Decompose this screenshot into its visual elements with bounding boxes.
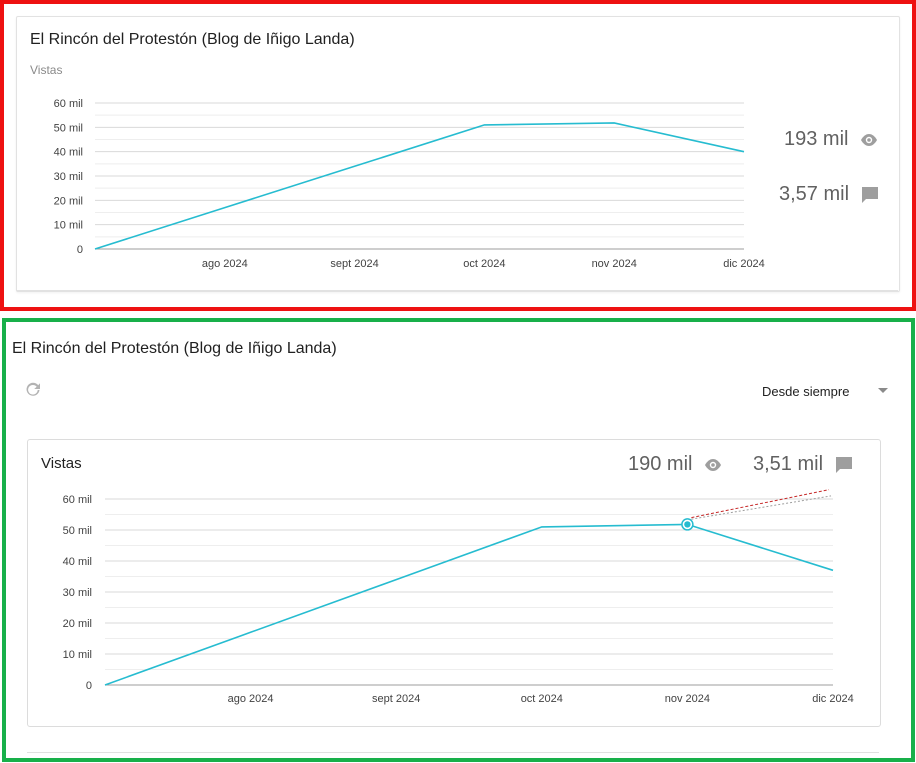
- eye-icon: [858, 129, 880, 151]
- y-tick-label: 40 mil: [54, 147, 83, 159]
- x-tick-label: dic 2024: [723, 258, 765, 270]
- bottom-card-divider: [27, 752, 879, 753]
- y-tick-label: 0: [86, 680, 92, 692]
- date-range-select[interactable]: Desde siempre: [762, 382, 892, 400]
- top-views-stat: 193 mil: [784, 128, 880, 151]
- bottom-comments-count: 3,51 mil: [753, 453, 824, 475]
- x-tick-label: ago 2024: [202, 258, 248, 270]
- bottom-highlight-frame: [2, 318, 915, 762]
- views-panel: [27, 439, 881, 727]
- y-tick-label: 30 mil: [54, 171, 83, 183]
- top-card-bottom-divider: [16, 290, 898, 291]
- bottom-card-title: El Rincón del Protestón (Blog de Iñigo L…: [12, 340, 337, 357]
- top-views-chart: 0 10 mil 20 mil 30 mil 40 mil 50 mil 60 mil ago…: [54, 98, 765, 270]
- x-tick-label: sept 2024: [372, 693, 420, 705]
- top-blog-card: [16, 16, 900, 292]
- bottom-views-chart: 0 10 mil 20 mil 30 mil 40 mil 50 mil 60 mil ago…: [63, 489, 854, 705]
- top-card-title: El Rincón del Protestón (Blog de Iñigo L…: [30, 31, 355, 48]
- bottom-views-stat: 190 mil: [628, 453, 724, 476]
- y-tick-label: 60 mil: [63, 494, 92, 506]
- y-tick-label: 20 mil: [54, 195, 83, 207]
- x-tick-label: nov 2024: [592, 258, 637, 270]
- top-views-count: 193 mil: [784, 128, 849, 150]
- chevron-down-icon: [878, 388, 888, 393]
- y-tick-label: 10 mil: [54, 220, 83, 232]
- y-tick-label: 0: [77, 244, 83, 256]
- top-card-subtitle: Vistas: [30, 63, 63, 77]
- x-tick-label: sept 2024: [330, 258, 378, 270]
- comment-icon: [859, 184, 881, 206]
- y-tick-label: 40 mil: [63, 556, 92, 568]
- projection-lower-line: [691, 495, 832, 520]
- x-tick-label: oct 2024: [463, 258, 505, 270]
- x-tick-label: oct 2024: [521, 693, 563, 705]
- eye-icon: [702, 454, 724, 476]
- top-comments-count: 3,57 mil: [779, 183, 850, 205]
- x-tick-label: nov 2024: [665, 693, 710, 705]
- x-tick-label: dic 2024: [812, 693, 854, 705]
- y-tick-label: 20 mil: [63, 618, 92, 630]
- bottom-comments-stat: 3,51 mil: [753, 453, 855, 476]
- x-tick-label: ago 2024: [228, 693, 274, 705]
- y-tick-label: 30 mil: [63, 587, 92, 599]
- refresh-icon[interactable]: [24, 381, 42, 399]
- comment-icon: [833, 454, 855, 476]
- y-tick-label: 50 mil: [63, 525, 92, 537]
- date-range-value: Desde siempre: [762, 383, 850, 399]
- y-tick-label: 50 mil: [54, 122, 83, 134]
- y-tick-label: 10 mil: [63, 649, 92, 661]
- series-line: [104, 523, 834, 686]
- bottom-views-count: 190 mil: [628, 453, 693, 475]
- top-comments-stat: 3,57 mil: [779, 183, 881, 206]
- top-highlight-frame: [0, 0, 916, 311]
- highlight-point: [684, 521, 691, 528]
- y-tick-label: 60 mil: [54, 98, 83, 110]
- projection-upper-line: [691, 489, 830, 519]
- views-panel-title: Vistas: [41, 455, 82, 472]
- series-line: [94, 122, 745, 250]
